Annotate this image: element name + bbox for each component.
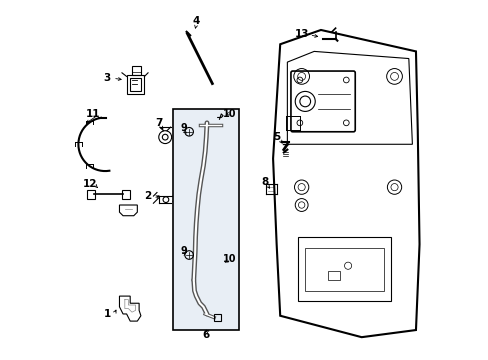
Text: 10: 10 bbox=[223, 109, 236, 119]
Text: 7: 7 bbox=[155, 118, 162, 128]
Bar bbox=[173, 109, 239, 330]
Bar bbox=[298, 237, 390, 301]
Text: 11: 11 bbox=[85, 109, 100, 119]
Text: 4: 4 bbox=[192, 16, 200, 26]
Text: 2: 2 bbox=[144, 191, 151, 201]
Text: 9: 9 bbox=[180, 123, 187, 133]
Bar bbox=[132, 66, 141, 75]
Bar bbox=[122, 190, 130, 199]
Bar bbox=[126, 75, 144, 94]
Bar bbox=[327, 271, 340, 280]
Bar bbox=[305, 248, 383, 291]
Bar bbox=[87, 190, 95, 199]
Text: 10: 10 bbox=[223, 253, 236, 264]
Bar bbox=[130, 78, 141, 91]
Text: 6: 6 bbox=[202, 330, 209, 341]
Text: 8: 8 bbox=[261, 177, 268, 187]
Text: 12: 12 bbox=[83, 179, 97, 189]
Text: 5: 5 bbox=[272, 132, 280, 142]
Text: 3: 3 bbox=[103, 73, 110, 83]
Text: 1: 1 bbox=[103, 309, 110, 319]
Text: 9: 9 bbox=[180, 247, 187, 256]
Text: 13: 13 bbox=[294, 28, 308, 39]
